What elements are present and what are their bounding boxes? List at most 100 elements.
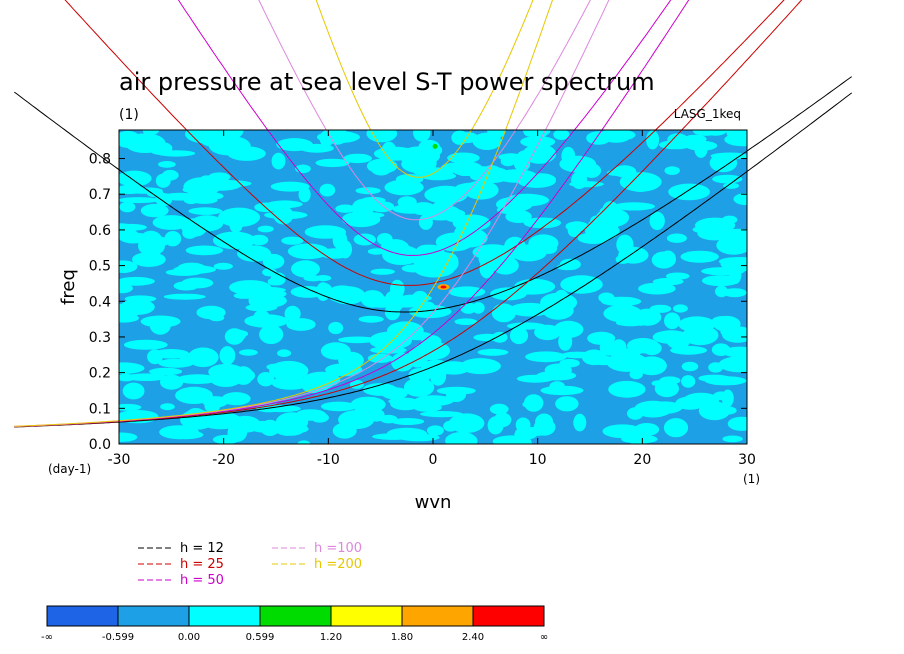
y-tick-label: 0.2	[89, 366, 111, 382]
field-patch	[729, 130, 747, 141]
field-patch	[239, 349, 258, 356]
y-axis-label: freq	[58, 269, 79, 305]
field-patch	[561, 146, 576, 166]
field-patch	[387, 321, 424, 341]
field-patch	[501, 170, 515, 180]
field-patch	[448, 413, 485, 434]
field-patch	[119, 223, 137, 235]
field-patch	[177, 374, 218, 384]
field-patch	[158, 358, 195, 368]
field-patch	[515, 427, 554, 436]
x-unit-label: (1)	[743, 472, 760, 486]
field-patch	[342, 211, 381, 228]
field-patch	[723, 182, 740, 189]
field-patch	[271, 376, 310, 390]
field-patch	[500, 156, 516, 167]
field-patch	[229, 280, 272, 295]
field-patch	[619, 172, 662, 192]
field-patch	[388, 397, 415, 405]
field-patch	[549, 381, 565, 392]
field-patch	[403, 377, 435, 397]
field-patch	[362, 383, 397, 396]
field-patch	[408, 368, 432, 383]
field-patch	[267, 277, 282, 286]
field-patch	[472, 244, 514, 261]
field-patch	[565, 221, 589, 232]
field-patch	[287, 243, 329, 260]
x-tick-label: -20	[212, 452, 235, 468]
field-patch	[659, 376, 681, 385]
field-patch	[149, 316, 171, 335]
field-patch	[369, 201, 395, 213]
field-patch	[370, 162, 392, 176]
field-patch	[492, 256, 519, 275]
field-patch	[666, 233, 687, 243]
field-patch	[381, 141, 397, 161]
field-patch	[119, 403, 142, 411]
x-tick-label: 10	[529, 452, 547, 468]
field-patch	[119, 362, 145, 374]
dispersion-curve-mrg-h12	[14, 92, 853, 428]
field-patch	[681, 361, 699, 372]
field-patch	[627, 407, 644, 420]
field-patch	[155, 173, 171, 188]
y-axis: 0.0 0.1 0.2 0.3 0.4 0.5 0.6 0.7 0.8	[89, 152, 747, 453]
field-patch	[487, 416, 504, 435]
field-patch	[447, 152, 480, 164]
field-patch	[328, 321, 344, 335]
field-patch	[119, 432, 138, 442]
field-patch	[587, 331, 616, 345]
field-patch	[262, 268, 277, 277]
field-patch	[384, 179, 424, 196]
field-patch	[152, 349, 190, 359]
field-patch	[343, 153, 373, 164]
field-patch	[262, 253, 285, 269]
field-patch	[163, 293, 206, 300]
field-patch	[664, 312, 681, 330]
field-patch	[520, 136, 556, 148]
field-patch	[559, 358, 580, 368]
field-patch	[598, 292, 615, 303]
field-patch	[358, 315, 384, 323]
field-patch	[709, 153, 738, 173]
y-tick-label: 0.6	[89, 223, 111, 239]
colorbar-swatch	[117, 605, 190, 627]
colorbar-swatch	[472, 605, 545, 627]
dispersion-curve-mrg-h25	[14, 0, 803, 428]
model-label: LASG_1keq	[674, 107, 741, 121]
y-tick-label: 0.1	[89, 401, 111, 417]
field-patch	[553, 320, 584, 338]
field-patch	[660, 250, 676, 267]
field-patch	[432, 201, 447, 210]
field-patch	[391, 418, 425, 425]
colorbar-label: ∞	[540, 632, 548, 643]
colorbar-label: -∞	[41, 632, 53, 643]
x-tick-label: -30	[108, 452, 131, 468]
field-patch	[204, 398, 221, 413]
spectral-peak	[440, 285, 447, 289]
field-patch	[338, 240, 352, 259]
field-patch	[124, 133, 166, 154]
colorbar-swatch	[46, 605, 119, 627]
spectral-peak	[432, 143, 438, 149]
field-patch	[119, 201, 136, 213]
field-patch	[297, 440, 311, 444]
spectrum-field	[119, 130, 747, 444]
field-patch	[190, 215, 224, 232]
field-patch	[638, 282, 676, 295]
field-patch	[667, 133, 688, 146]
field-patch	[586, 131, 611, 145]
field-patch	[673, 304, 688, 313]
field-patch	[119, 373, 136, 382]
field-patch	[652, 277, 684, 286]
field-patch	[195, 192, 224, 201]
colorbar-label: 1.80	[391, 632, 413, 643]
field-patch	[140, 203, 169, 218]
field-patch	[425, 262, 459, 269]
field-patch	[368, 408, 385, 422]
field-patch	[226, 368, 256, 384]
field-patch	[413, 403, 442, 412]
field-patch	[377, 233, 393, 246]
field-patch	[459, 358, 501, 375]
field-patch	[497, 197, 535, 209]
